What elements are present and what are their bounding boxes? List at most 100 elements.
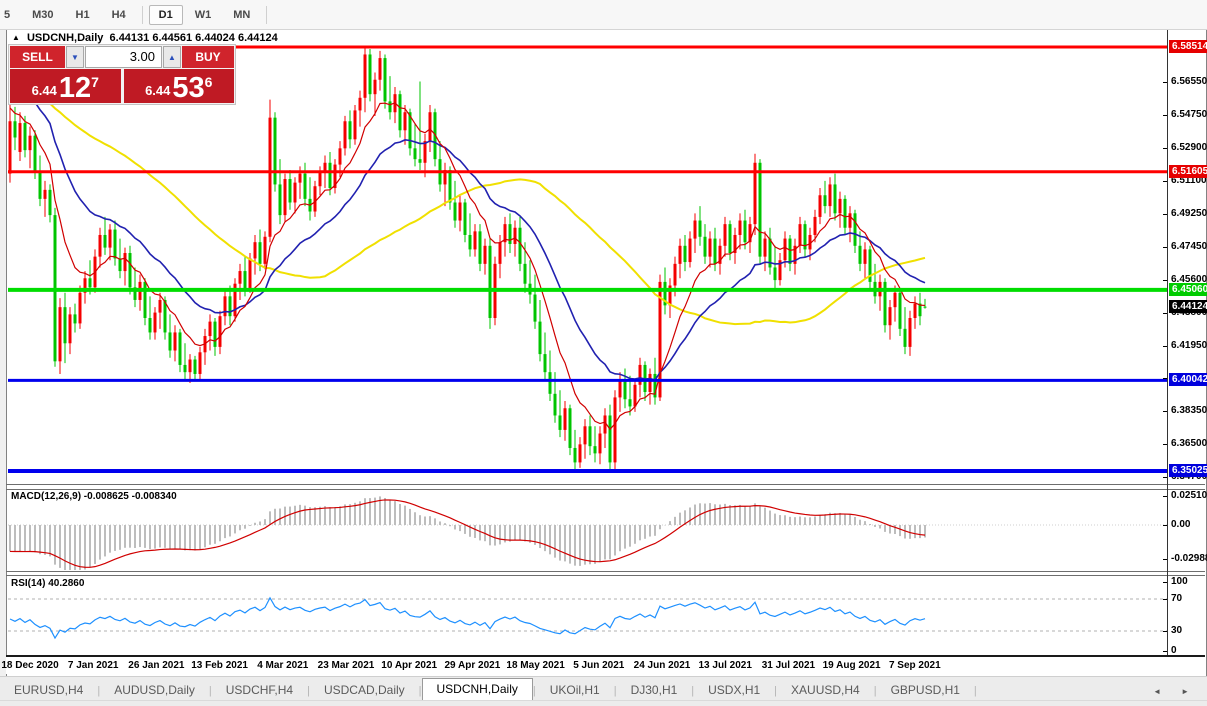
candle	[823, 195, 827, 207]
candle	[303, 173, 307, 199]
candle	[488, 245, 492, 319]
candle	[858, 245, 862, 264]
candle	[323, 162, 327, 172]
price-tick: 6.47450	[1171, 241, 1207, 252]
ask-quote-panel[interactable]: 6.44 53 6	[123, 69, 234, 103]
candle	[688, 238, 692, 263]
tab-dj30-h1[interactable]: DJ30,H1	[630, 683, 678, 697]
candle	[218, 316, 222, 347]
candle	[568, 408, 572, 448]
candle	[318, 171, 322, 187]
pane-divider[interactable]	[6, 575, 1205, 576]
candle	[533, 294, 537, 322]
candle	[128, 253, 132, 288]
tab-audusd-daily[interactable]: AUDUSD,Daily	[114, 683, 195, 697]
timeframe-button-m30[interactable]: M30	[32, 8, 54, 21]
rsi-line	[9, 596, 926, 640]
candle	[453, 202, 457, 221]
chart-window[interactable]	[6, 29, 1207, 677]
tab-separator: |	[873, 685, 877, 697]
volume-increase-button[interactable]: ▲	[163, 46, 181, 68]
candle	[403, 112, 407, 131]
tab-usdcad-daily[interactable]: USDCAD,Daily	[323, 683, 405, 697]
bid-quote-panel[interactable]: 6.44 12 7	[10, 69, 121, 103]
tab-usdcnh-daily[interactable]: USDCNH,Daily	[421, 678, 533, 701]
chart-symbol-period: USDCNH,Daily	[26, 32, 104, 44]
timeframe-button-5[interactable]: 5	[4, 8, 11, 21]
price-tick-dash	[1163, 214, 1167, 215]
price-tick: 6.51100	[1171, 175, 1207, 186]
price-tick: 6.52900	[1171, 142, 1207, 153]
price-pane[interactable]	[8, 45, 1167, 473]
candle	[613, 397, 617, 463]
scroll-left-icon[interactable]: ◄	[1153, 687, 1170, 696]
macd-pane[interactable]	[8, 496, 1167, 570]
status-strip	[0, 700, 1207, 706]
tab-usdx-h1[interactable]: USDX,H1	[708, 683, 761, 697]
candle	[603, 415, 607, 434]
price-tick: 6.54750	[1171, 109, 1207, 120]
candle	[268, 117, 272, 237]
candle	[543, 354, 547, 373]
timeframe-button-h4[interactable]: H4	[111, 8, 126, 21]
scroll-right-icon[interactable]: ►	[1181, 687, 1197, 696]
candle	[553, 393, 557, 416]
date-tick: 29 Apr 2021	[444, 660, 501, 671]
buy-button[interactable]: BUY	[182, 46, 234, 68]
candle	[208, 321, 212, 337]
candle	[428, 112, 432, 142]
current-price-badge: 6.44124	[1169, 300, 1207, 313]
date-axis[interactable]: 18 Dec 2020 7 Jan 2021 26 Jan 2021 13 Feb 2…	[1, 657, 1167, 674]
ma-fast-line	[9, 102, 926, 431]
tab-gbpusd-h1[interactable]: GBPUSD,H1	[890, 683, 960, 697]
sell-button[interactable]: SELL	[10, 46, 65, 68]
pane-divider[interactable]	[6, 484, 1205, 485]
timeframe-button-d1[interactable]: D1	[148, 4, 183, 25]
price-tick: 6.38350	[1171, 405, 1207, 416]
candle	[113, 229, 117, 259]
macd-tick: -0.02988	[1171, 553, 1207, 564]
candle	[733, 234, 737, 254]
price-tick-dash	[1163, 444, 1167, 445]
tab-separator: |	[973, 685, 977, 697]
candle	[498, 242, 502, 264]
tab-ukoil-h1[interactable]: UKOil,H1	[549, 683, 600, 697]
price-level-badge: 6.40042	[1169, 373, 1207, 386]
tab-eurusd-h4[interactable]: EURUSD,H4	[14, 683, 84, 697]
tab-xauusd-h4[interactable]: XAUUSD,H4	[791, 683, 860, 697]
candle	[633, 384, 637, 407]
pane-divider[interactable]	[6, 571, 1205, 572]
candle	[833, 184, 837, 214]
chevron-up-icon: ▲	[168, 52, 176, 62]
ask-pipette: 6	[204, 74, 213, 90]
candle	[663, 281, 667, 306]
timeframe-button-h1[interactable]: H1	[75, 8, 90, 21]
candle	[713, 238, 717, 264]
price-level-badge: 6.51605	[1169, 165, 1207, 178]
candle	[783, 238, 787, 261]
candle	[703, 236, 707, 257]
candle	[683, 245, 687, 263]
price-tick: 6.36500	[1171, 438, 1207, 449]
price-tick: 6.41950	[1171, 340, 1207, 351]
rsi-tick: 100	[1171, 576, 1188, 587]
candle	[478, 231, 482, 264]
candle	[763, 238, 767, 257]
candle	[363, 54, 367, 98]
volume-decrease-button[interactable]: ▼	[66, 46, 84, 68]
candle	[383, 58, 387, 102]
timeframe-button-mn[interactable]: MN	[233, 8, 251, 21]
rsi-pane[interactable]	[8, 596, 1167, 640]
tab-usdchf-h4[interactable]: USDCHF,H4	[225, 683, 294, 697]
timeframe-button-w1[interactable]: W1	[194, 8, 212, 21]
chart-title: ▲ USDCNH,Daily 6.44131 6.44561 6.44024 6…	[12, 32, 278, 44]
price-tick-dash	[1163, 477, 1167, 478]
toolbar-separator	[141, 5, 143, 24]
candle	[398, 94, 402, 131]
date-tick: 18 May 2021	[506, 660, 565, 671]
pane-divider[interactable]	[6, 489, 1205, 490]
volume-input[interactable]: 3.00	[85, 46, 162, 68]
ma-mid-line	[9, 80, 926, 381]
candle	[358, 97, 362, 111]
